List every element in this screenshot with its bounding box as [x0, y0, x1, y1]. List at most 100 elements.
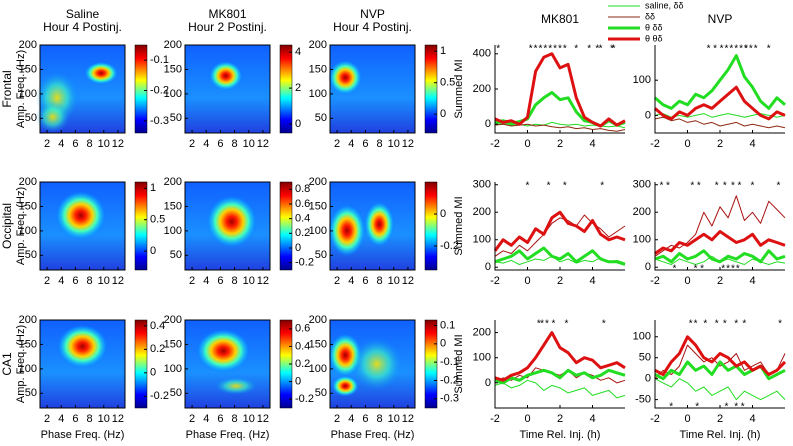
series-line	[654, 249, 786, 264]
colorbar	[134, 319, 148, 409]
colorbar-tick-label: 0	[150, 367, 156, 379]
y-tick-label: 300	[633, 179, 651, 191]
x-tick-label: 0	[684, 413, 690, 425]
heatmap-hotspot	[84, 61, 119, 85]
series-line	[494, 52, 626, 128]
significance-star: *	[715, 181, 719, 192]
x-tick-label: 2	[334, 413, 340, 425]
y-tick-label: 200	[164, 314, 182, 326]
x-tick-label: 6	[72, 275, 78, 287]
significance-star: *	[726, 264, 730, 275]
x-tick-label: 12	[112, 275, 124, 287]
heatmap-frame	[184, 181, 271, 271]
y-tick-label: 100	[473, 352, 491, 364]
series-line	[494, 379, 626, 399]
significance-star: *	[734, 44, 738, 55]
x-tick-label: 0	[524, 413, 530, 425]
significance-star: *	[666, 181, 670, 192]
y-tick-label: 0	[485, 118, 491, 130]
series-line	[494, 246, 626, 266]
y-tick-label: 100	[633, 331, 651, 343]
y-tick-label: 150	[309, 338, 327, 350]
x-tick-label: 12	[257, 275, 269, 287]
significance-star: *	[529, 44, 533, 55]
heatmap-hotspot	[206, 195, 258, 249]
heatmap-hotspot	[57, 324, 108, 369]
x-tick-label: 12	[402, 413, 414, 425]
colorbar-tick-label: 0	[150, 245, 156, 257]
significance-star: *	[723, 319, 727, 330]
y-tick-label: 50	[170, 112, 182, 124]
x-tick-label: 0	[684, 275, 690, 287]
region-label: Frontal	[0, 70, 14, 107]
colorbar-tick-label: 0.4	[295, 213, 310, 225]
significance-star: *	[721, 264, 725, 275]
x-tick-label: 6	[362, 275, 368, 287]
significance-star: *	[742, 319, 746, 330]
significance-star: *	[690, 181, 694, 192]
x-tick-label: -2	[650, 275, 660, 287]
heatmap-frame	[329, 181, 416, 271]
x-axis-label: Time Rel. Inj. (h)	[680, 429, 761, 441]
heatmap-hotspot	[351, 337, 403, 391]
x-tick-label: 6	[217, 413, 223, 425]
colorbar	[424, 44, 438, 134]
y-axis-label: Amp. Freq. (Hz)	[15, 50, 27, 128]
heatmap-frame	[39, 44, 126, 134]
x-tick-label: 4	[203, 275, 209, 287]
x-tick-label: 8	[377, 275, 383, 287]
significance-star: *	[744, 44, 748, 55]
x-tick-label: 2	[717, 275, 723, 287]
significance-star: *	[754, 44, 758, 55]
colorbar-tick-label: 0.6	[295, 198, 310, 210]
colorbar	[134, 181, 148, 271]
x-tick-label: 8	[87, 138, 93, 150]
significance-star: *	[741, 402, 745, 413]
colorbar-tick-label: 0.5	[150, 214, 165, 226]
series-line	[654, 85, 786, 121]
x-tick-label: 10	[243, 138, 255, 150]
x-tick-label: -2	[490, 138, 500, 150]
legend-label: δδ	[645, 11, 655, 21]
y-tick-label: 50	[170, 387, 182, 399]
x-tick-label: 8	[232, 138, 238, 150]
x-tick-label: 2	[557, 138, 563, 150]
column-title: NVP	[360, 7, 385, 21]
x-axis-label: Phase Freq. (Hz)	[331, 429, 415, 441]
x-tick-label: -2	[490, 413, 500, 425]
x-tick-label: 2	[557, 275, 563, 287]
legend-label: saline, δδ	[645, 0, 684, 10]
heatmap-hotspot	[208, 60, 243, 91]
y-tick-label: 150	[19, 63, 37, 75]
colorbar-tick-label: 0.2	[295, 227, 310, 239]
y-tick-label: 150	[164, 63, 182, 75]
series-line	[654, 344, 786, 380]
significance-star: *	[723, 181, 727, 192]
significance-star: *	[545, 319, 549, 330]
y-axis-label: Summed MI	[453, 196, 465, 255]
y-tick-label: 200	[309, 39, 327, 51]
series-line	[494, 367, 626, 384]
y-tick-label: -50	[635, 394, 651, 406]
x-tick-label: 0	[524, 138, 530, 150]
y-axis-label: Amp. Freq. (Hz)	[15, 187, 27, 265]
heatmap-hotspot	[328, 204, 366, 257]
x-tick-label: 12	[402, 275, 414, 287]
x-tick-label: 6	[362, 413, 368, 425]
colorbar	[134, 44, 148, 134]
x-tick-label: 8	[232, 413, 238, 425]
colorbar-tick-label: -0.3	[150, 115, 169, 127]
y-tick-label: 100	[19, 225, 37, 237]
significance-star: *	[736, 264, 740, 275]
significance-star: *	[612, 44, 616, 55]
significance-star: *	[565, 319, 569, 330]
significance-star: *	[547, 181, 551, 192]
y-axis-label: Summed MI	[453, 334, 465, 393]
colorbar-tick-label: -0.1	[440, 356, 459, 368]
x-tick-label: 4	[58, 138, 64, 150]
series-line	[654, 378, 786, 401]
y-axis-label: Summed MI	[453, 59, 465, 118]
significance-star: *	[713, 44, 717, 55]
colorbar-tick-label: 1	[150, 182, 156, 194]
x-tick-label: 2	[189, 275, 195, 287]
